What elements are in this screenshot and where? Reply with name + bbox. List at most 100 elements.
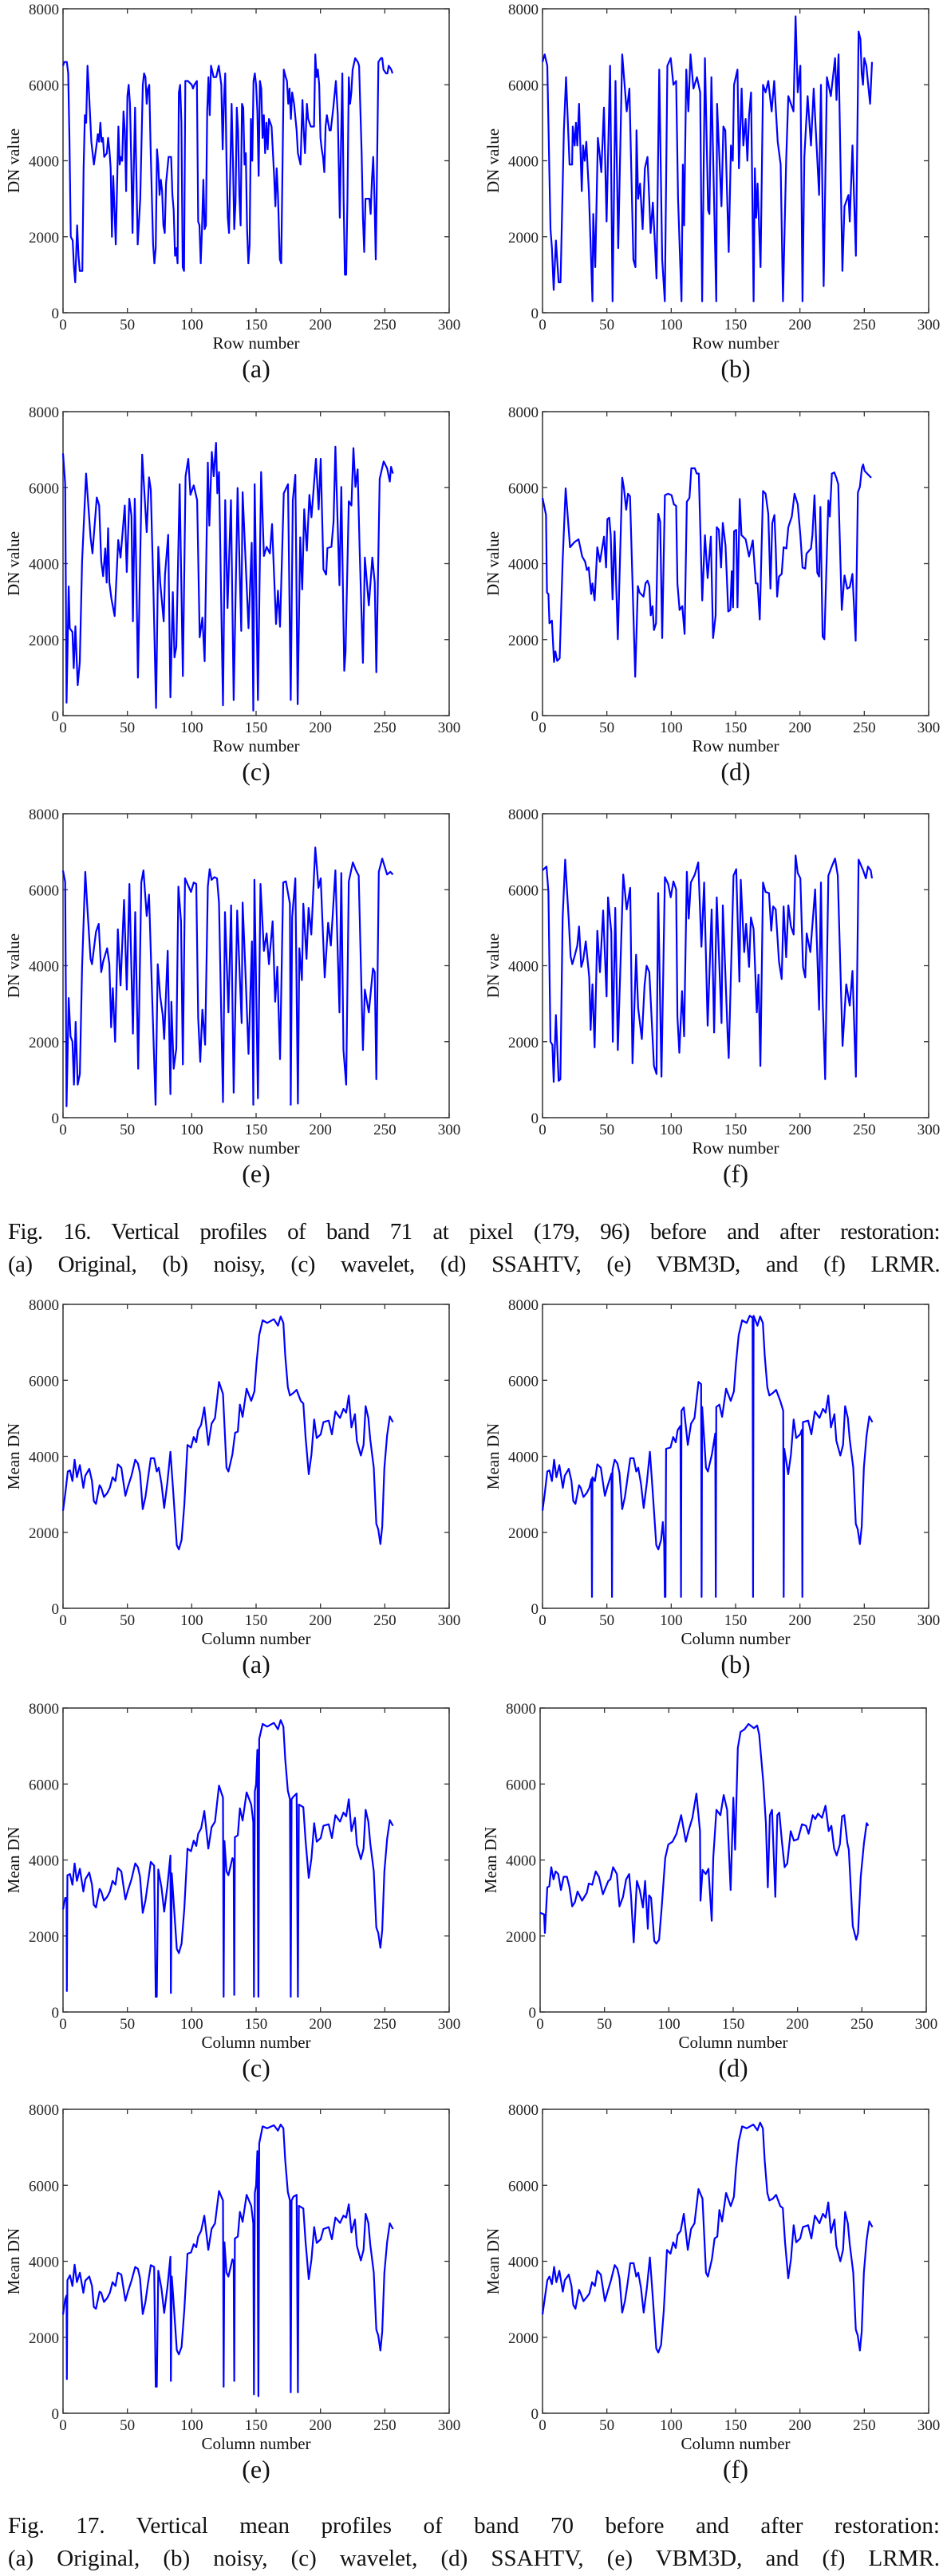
y-tick-label: 6000 xyxy=(508,882,539,899)
x-tick-label: 100 xyxy=(180,1612,203,1629)
y-tick-label: 4000 xyxy=(508,154,539,171)
x-tick-label: 100 xyxy=(660,317,683,333)
x-tick-label: 100 xyxy=(660,1122,683,1138)
y-tick-label: 6000 xyxy=(29,2178,59,2195)
y-axis-label: Mean DN xyxy=(483,2228,503,2294)
x-tick-label: 50 xyxy=(599,1122,614,1138)
line-chart-panel: 0 50 100 150 200 250 300 0 2000 4000 6000 8000 Colum… xyxy=(481,1701,937,2082)
x-tick-label: 150 xyxy=(245,1122,268,1138)
plot-frame xyxy=(542,1304,929,1609)
x-tick-label: 300 xyxy=(917,2417,941,2434)
series-line xyxy=(541,2121,874,2353)
x-tick-label: 300 xyxy=(917,1122,941,1138)
x-tick-label: 250 xyxy=(853,2417,876,2434)
line-chart-panel: 0 50 100 150 200 250 300 0 2000 4000 6000 8000 Row n… xyxy=(4,404,460,786)
y-tick-label: 8000 xyxy=(506,1701,536,1718)
panel-label: (f) xyxy=(723,1159,748,1188)
x-axis-label: Column number xyxy=(678,2033,787,2052)
panel-label: (e) xyxy=(242,1159,270,1188)
y-tick-label: 4000 xyxy=(29,154,59,171)
y-tick-label: 0 xyxy=(531,708,539,725)
y-tick-label: 6000 xyxy=(506,1777,536,1793)
x-tick-label: 50 xyxy=(120,317,135,333)
x-axis-label: Row number xyxy=(212,736,299,755)
y-tick-label: 0 xyxy=(52,2005,60,2022)
line-chart-panel: 0 50 100 150 200 250 300 0 2000 4000 6000 8000 Row n… xyxy=(483,807,940,1188)
series-line xyxy=(61,2124,394,2397)
x-tick-label: 50 xyxy=(120,1122,135,1138)
x-axis-label: Column number xyxy=(681,2434,790,2453)
x-tick-label: 150 xyxy=(722,2016,745,2033)
x-tick-label: 50 xyxy=(120,2016,135,2033)
x-tick-label: 150 xyxy=(724,720,748,736)
line-chart-panel: 0 50 100 150 200 250 300 0 2000 4000 6000 8000 Row n… xyxy=(483,404,940,786)
x-tick-label: 300 xyxy=(438,2417,461,2434)
caption-line: Fig. 17. Vertical mean profiles of band … xyxy=(8,2513,940,2539)
y-tick-label: 2000 xyxy=(508,1035,539,1051)
x-tick-label: 200 xyxy=(309,317,332,333)
x-tick-label: 200 xyxy=(309,720,332,736)
x-tick-label: 250 xyxy=(853,1612,876,1629)
y-tick-label: 6000 xyxy=(29,77,59,94)
x-tick-label: 200 xyxy=(309,2016,332,2033)
x-tick-label: 250 xyxy=(373,1612,397,1629)
x-tick-label: 100 xyxy=(657,2016,681,2033)
line-chart-panel: 0 50 100 150 200 250 300 0 2000 4000 6000 8000 Row n… xyxy=(483,2,940,383)
y-tick-label: 2000 xyxy=(29,2330,59,2347)
line-chart-panel: 0 50 100 150 200 250 300 0 2000 4000 6000 8000 Colum… xyxy=(4,2102,460,2483)
x-tick-label: 100 xyxy=(180,2016,203,2033)
y-tick-label: 4000 xyxy=(29,557,59,574)
x-tick-label: 150 xyxy=(724,1612,748,1629)
y-tick-label: 4000 xyxy=(508,557,539,574)
x-tick-label: 0 xyxy=(539,720,546,736)
x-axis-label: Column number xyxy=(201,1629,310,1648)
x-tick-label: 300 xyxy=(438,2016,461,2033)
x-tick-label: 50 xyxy=(120,2417,135,2434)
y-tick-label: 2000 xyxy=(29,633,59,649)
y-axis-label: DN value xyxy=(483,933,503,998)
y-tick-label: 0 xyxy=(52,2406,60,2423)
y-tick-label: 8000 xyxy=(508,2,539,18)
y-tick-label: 2000 xyxy=(508,2330,539,2347)
x-tick-label: 300 xyxy=(915,2016,938,2033)
y-tick-label: 6000 xyxy=(29,882,59,899)
y-axis-label: Mean DN xyxy=(483,1423,503,1489)
y-tick-label: 2000 xyxy=(29,230,59,247)
x-tick-label: 250 xyxy=(853,720,876,736)
x-axis-label: Column number xyxy=(681,1629,790,1648)
x-axis-label: Column number xyxy=(201,2434,310,2453)
y-axis-label: DN value xyxy=(4,933,23,998)
x-tick-label: 250 xyxy=(373,2417,397,2434)
panel-label: (e) xyxy=(242,2455,270,2483)
x-tick-label: 200 xyxy=(309,1122,332,1138)
y-tick-label: 4000 xyxy=(29,959,59,976)
y-tick-label: 2000 xyxy=(29,1929,59,1946)
y-tick-label: 0 xyxy=(531,1110,539,1127)
x-tick-label: 50 xyxy=(599,720,614,736)
line-chart-panel: 0 50 100 150 200 250 300 0 2000 4000 6000 8000 Colum… xyxy=(483,2102,940,2483)
y-tick-label: 6000 xyxy=(29,1373,59,1390)
x-tick-label: 200 xyxy=(788,317,811,333)
plot-frame xyxy=(542,2109,929,2414)
series-line xyxy=(541,1315,874,1598)
y-tick-label: 6000 xyxy=(508,1373,539,1390)
x-tick-label: 0 xyxy=(59,317,67,333)
x-tick-label: 100 xyxy=(180,720,203,736)
x-tick-label: 150 xyxy=(724,317,748,333)
y-axis-label: Mean DN xyxy=(4,1827,23,1893)
x-axis-label: Row number xyxy=(692,333,779,353)
y-tick-label: 8000 xyxy=(508,807,539,823)
x-tick-label: 0 xyxy=(539,1122,546,1138)
figure-16-caption: Fig. 16. Vertical profiles of band 71 at… xyxy=(8,1216,941,1281)
caption-line: Fig. 16. Vertical profiles of band 71 at… xyxy=(8,1219,941,1245)
x-tick-label: 50 xyxy=(597,2016,612,2033)
x-tick-label: 150 xyxy=(245,1612,268,1629)
x-tick-label: 250 xyxy=(853,1122,876,1138)
x-tick-label: 50 xyxy=(120,1612,135,1629)
x-tick-label: 200 xyxy=(788,2417,811,2434)
x-tick-label: 150 xyxy=(245,720,268,736)
panel-label: (f) xyxy=(723,2455,748,2483)
y-tick-label: 8000 xyxy=(29,807,59,823)
x-tick-label: 250 xyxy=(850,2016,874,2033)
